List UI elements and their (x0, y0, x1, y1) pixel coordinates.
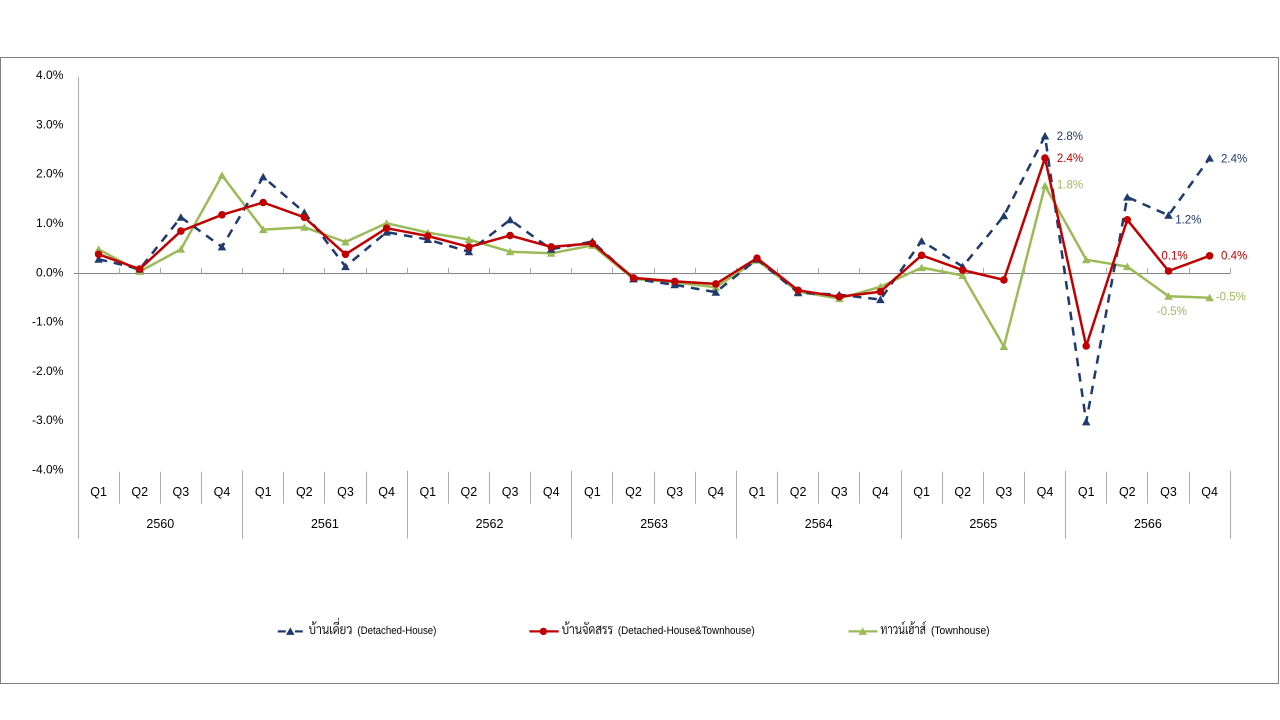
svg-text:Q3: Q3 (502, 485, 519, 499)
svg-text:Q1: Q1 (90, 485, 107, 499)
svg-text:3.0%: 3.0% (36, 117, 64, 131)
svg-text:Q3: Q3 (831, 485, 848, 499)
svg-text:Q2: Q2 (296, 485, 313, 499)
svg-text:Q2: Q2 (954, 485, 971, 499)
svg-text:1.8%: 1.8% (1057, 179, 1083, 191)
svg-text:Q4: Q4 (378, 485, 395, 499)
svg-text:Q4: Q4 (214, 485, 231, 499)
svg-text:4.0%: 4.0% (36, 68, 64, 82)
svg-text:Q2: Q2 (131, 485, 148, 499)
svg-text:Q3: Q3 (996, 485, 1013, 499)
svg-text:Q1: Q1 (584, 485, 601, 499)
svg-text:(Detached-House&Townhouse): (Detached-House&Townhouse) (618, 625, 755, 637)
svg-text:Q4: Q4 (707, 485, 724, 499)
svg-text:0.0%: 0.0% (36, 265, 64, 279)
svg-text:1.0%: 1.0% (36, 216, 64, 230)
svg-text:Q1: Q1 (913, 485, 930, 499)
svg-text:Q2: Q2 (1119, 485, 1136, 499)
svg-text:Q4: Q4 (1201, 485, 1218, 499)
svg-text:2566: 2566 (1134, 517, 1162, 531)
svg-text:Q1: Q1 (419, 485, 436, 499)
svg-text:Q3: Q3 (1160, 485, 1177, 499)
svg-text:0.1%: 0.1% (1161, 250, 1187, 262)
svg-text:Q3: Q3 (173, 485, 190, 499)
svg-text:(Townhouse): (Townhouse) (931, 625, 990, 637)
svg-text:-4.0%: -4.0% (32, 463, 64, 477)
svg-text:-2.0%: -2.0% (32, 364, 64, 378)
svg-text:2565: 2565 (969, 517, 997, 531)
svg-text:-1.0%: -1.0% (32, 315, 64, 329)
svg-text:2.4%: 2.4% (1057, 153, 1083, 165)
svg-text:2561: 2561 (311, 517, 339, 531)
svg-text:2.8%: 2.8% (1057, 131, 1083, 143)
svg-text:2.4%: 2.4% (1221, 153, 1247, 165)
svg-text:Q1: Q1 (749, 485, 766, 499)
svg-text:Q2: Q2 (790, 485, 807, 499)
svg-text:2560: 2560 (146, 517, 174, 531)
svg-text:Q2: Q2 (625, 485, 642, 499)
svg-text:-0.5%: -0.5% (1216, 292, 1246, 304)
svg-text:Q4: Q4 (872, 485, 889, 499)
svg-text:-0.5%: -0.5% (1157, 306, 1187, 318)
svg-text:2564: 2564 (805, 517, 833, 531)
svg-text:Q4: Q4 (543, 485, 560, 499)
svg-text:-3.0%: -3.0% (32, 413, 64, 427)
svg-text:Q3: Q3 (337, 485, 354, 499)
svg-text:Q2: Q2 (461, 485, 478, 499)
svg-text:Q1: Q1 (1078, 485, 1095, 499)
svg-text:2563: 2563 (640, 517, 668, 531)
svg-text:Q4: Q4 (1037, 485, 1054, 499)
svg-text:2.0%: 2.0% (36, 167, 64, 181)
svg-text:Q3: Q3 (666, 485, 683, 499)
svg-text:1.2%: 1.2% (1175, 214, 1201, 226)
svg-text:(Detached-House): (Detached-House) (357, 625, 436, 637)
svg-text:Q1: Q1 (255, 485, 272, 499)
svg-text:0.4%: 0.4% (1221, 250, 1247, 262)
svg-text:2562: 2562 (476, 517, 504, 531)
